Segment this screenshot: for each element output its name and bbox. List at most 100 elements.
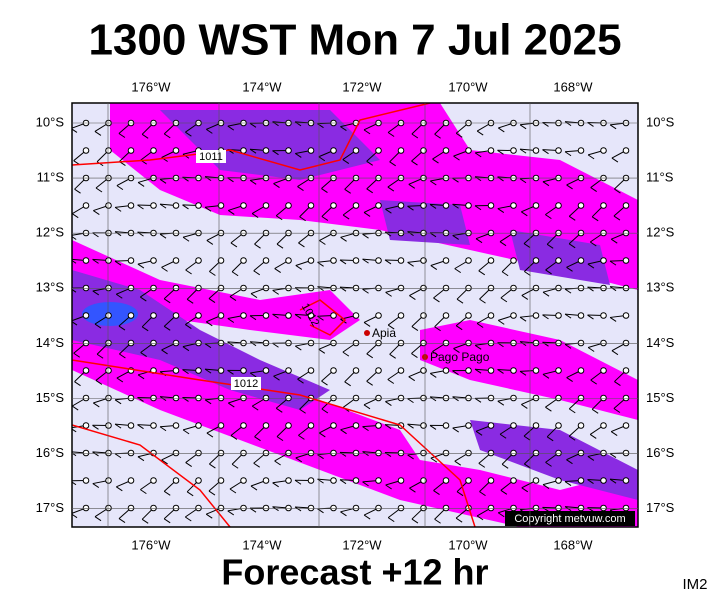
station	[533, 533, 539, 539]
barb-flag	[409, 487, 416, 493]
station	[172, 257, 180, 264]
barb-flag	[407, 423, 414, 429]
station	[105, 339, 112, 347]
barb-flag	[141, 133, 149, 139]
station	[577, 504, 585, 512]
barb-flag	[228, 534, 234, 538]
station	[307, 449, 315, 457]
barb-flag	[182, 204, 189, 210]
barb-flag	[501, 271, 509, 277]
station	[532, 147, 540, 154]
barb-flag	[407, 454, 414, 460]
barb-flag	[566, 377, 573, 382]
station	[442, 202, 450, 209]
station	[262, 257, 270, 264]
lon-label: 176°W	[131, 79, 171, 94]
station	[82, 339, 90, 347]
barb-flag	[294, 479, 302, 485]
barb-flag	[204, 176, 212, 182]
station	[195, 312, 202, 319]
barb-flag	[317, 123, 324, 129]
lat-label: 13°S	[646, 280, 675, 295]
barb-flag	[295, 539, 301, 543]
barb-flag	[182, 429, 190, 435]
barb	[97, 536, 108, 547]
station	[352, 312, 360, 319]
barb-flag	[568, 408, 576, 414]
barb-flag	[272, 482, 279, 488]
barb-flag	[250, 485, 258, 491]
barb-flag	[273, 375, 280, 381]
copyright-box	[505, 511, 635, 526]
station	[397, 394, 405, 402]
station	[577, 477, 585, 484]
station	[600, 394, 607, 402]
barb-flag	[251, 213, 259, 218]
station	[172, 504, 180, 512]
barb	[228, 534, 244, 535]
station	[510, 257, 517, 264]
barb-flag	[299, 408, 306, 414]
barb-flag	[474, 152, 482, 158]
barb-flag	[137, 456, 145, 462]
station	[442, 339, 450, 347]
station	[510, 339, 517, 347]
station	[262, 339, 270, 347]
isobar-label: 1012	[234, 378, 258, 390]
barb-flag	[204, 399, 212, 405]
station	[397, 449, 405, 457]
station	[375, 449, 382, 457]
barb-flag	[454, 460, 462, 466]
lon-label: 168°W	[553, 537, 593, 552]
barb-flag	[609, 453, 617, 458]
barb-flag	[613, 408, 621, 413]
barb-flag	[476, 130, 484, 136]
station	[307, 339, 315, 347]
station	[172, 202, 180, 209]
barb-flag	[497, 369, 504, 374]
barb-flag	[411, 133, 419, 139]
station	[510, 477, 517, 484]
lon-label: 170°W	[448, 537, 488, 552]
barb-flag	[545, 406, 552, 412]
station	[82, 422, 90, 429]
station	[577, 257, 585, 264]
station	[622, 202, 630, 209]
barb-flag	[74, 381, 81, 387]
barb-flag	[564, 151, 572, 157]
barb-flag	[95, 187, 103, 193]
barb-flag	[434, 518, 441, 524]
barb-flag	[587, 154, 595, 160]
barb-flag	[94, 131, 102, 136]
station	[262, 449, 270, 457]
lat-label: 13°S	[36, 280, 65, 295]
station	[577, 147, 585, 154]
barb-flag	[453, 155, 460, 161]
barb-flag	[362, 233, 369, 239]
barb-flag	[609, 478, 617, 484]
barb-flag	[276, 243, 284, 249]
barb-flag	[228, 402, 235, 408]
wind-barbs	[72, 119, 630, 547]
station	[330, 147, 337, 154]
station	[420, 504, 427, 512]
barb-flag	[340, 126, 347, 132]
station	[600, 449, 607, 457]
station	[555, 422, 562, 429]
station	[398, 533, 404, 539]
station	[127, 312, 135, 319]
barb-flag	[521, 487, 529, 493]
lon-label: 168°W	[553, 79, 593, 94]
station	[172, 394, 180, 402]
station	[240, 147, 247, 154]
barb-flag	[474, 205, 482, 211]
lat-label: 15°S	[646, 390, 675, 405]
barb-flag	[497, 400, 505, 406]
barb-flag	[542, 373, 550, 379]
station	[172, 367, 180, 374]
barb-flag	[385, 401, 392, 406]
station	[442, 312, 450, 319]
barb-flag	[519, 178, 527, 184]
barb-flag	[340, 429, 347, 435]
barb-flag	[384, 452, 392, 457]
